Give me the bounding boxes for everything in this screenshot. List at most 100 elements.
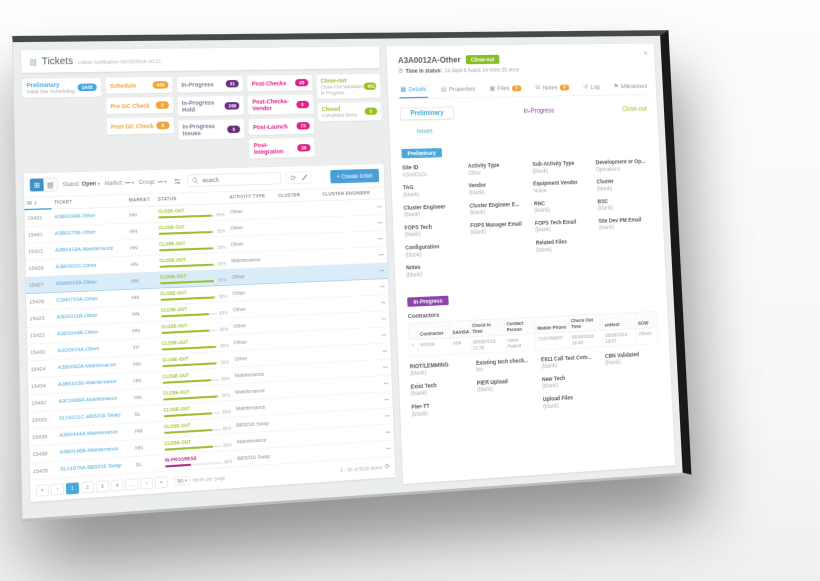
- status-summary-chip[interactable]: Post GC Check 0: [106, 116, 175, 136]
- ticket-link[interactable]: A3C0066A-Maintenance: [58, 394, 118, 405]
- ticket-link[interactable]: A3A0012A-Other: [55, 278, 97, 287]
- status-filter-dropdown[interactable]: Status: Open▾: [62, 179, 100, 188]
- ticket-id: 15427: [25, 275, 54, 294]
- ticket-link[interactable]: A3D0311B-Other: [56, 312, 98, 321]
- col-header-market[interactable]: Market: [126, 193, 156, 207]
- workflow-step[interactable]: Preliminary: [399, 106, 455, 121]
- ticket-link[interactable]: A3B0146B-Maintenance: [59, 445, 119, 456]
- row-menu-icon[interactable]: [376, 278, 389, 295]
- row-menu-icon[interactable]: [381, 407, 394, 425]
- status-summary-chip[interactable]: Pre GC Check 0: [105, 96, 174, 115]
- tickets-list-card: ⊞ ▦ Status: Open▾ Market: —▾ Group: —▾: [23, 164, 396, 502]
- status-summary-chip[interactable]: Closed Completed Items 0: [316, 101, 382, 122]
- search-input[interactable]: [201, 174, 278, 185]
- row-menu-icon[interactable]: [374, 230, 387, 247]
- page-button[interactable]: ‹: [50, 482, 65, 496]
- status-summary-chip[interactable]: Schedule 443: [105, 76, 174, 95]
- tab[interactable]: ▤ Properties: [439, 82, 476, 98]
- ticket-link[interactable]: A3B0062A-Maintenance: [57, 361, 117, 371]
- ticket-link[interactable]: A3B0034B-Other: [54, 212, 96, 221]
- ticket-link[interactable]: A3B0444A-Maintenance: [59, 428, 118, 439]
- row-menu-icon[interactable]: [377, 310, 390, 327]
- progress-bar: [162, 378, 220, 384]
- contractor-col-header: Check In Time: [469, 318, 505, 337]
- row-menu-icon[interactable]: [378, 326, 391, 344]
- refresh-icon[interactable]: ⟳: [290, 173, 297, 183]
- progress-percent: 85%: [222, 409, 231, 415]
- workflow-step[interactable]: In-Progress: [523, 107, 555, 116]
- row-menu-icon[interactable]: [375, 246, 388, 263]
- status-summary-chip[interactable]: Post-Checks 45: [246, 74, 313, 92]
- status-summary-chip[interactable]: In-Progress 31: [176, 75, 244, 94]
- count-badge: 36: [297, 143, 311, 152]
- market-filter-dropdown[interactable]: Market: —▾: [104, 178, 135, 187]
- row-menu-icon[interactable]: [380, 391, 393, 408]
- row-menu-icon[interactable]: [379, 358, 392, 376]
- list-view-button[interactable]: ▦: [43, 178, 58, 191]
- progress-bar: [160, 295, 217, 301]
- ticket-link[interactable]: A3G0919A-Other: [57, 345, 100, 354]
- count-badge: 73: [296, 122, 310, 130]
- ticket-link[interactable]: A3B0103B-Maintenance: [58, 378, 117, 388]
- row-menu-icon[interactable]: [373, 198, 386, 215]
- tab-icon: ▤: [440, 85, 447, 94]
- ticket-link[interactable]: A3E0044B-Other: [56, 328, 99, 338]
- row-menu-icon[interactable]: [380, 374, 393, 392]
- tab[interactable]: ↺ Log: [582, 80, 601, 95]
- clear-filters-icon[interactable]: [299, 172, 311, 183]
- status-summary-chip[interactable]: Post-Integration 36: [248, 137, 316, 159]
- page-button[interactable]: ›: [140, 477, 154, 490]
- field: CBN Validated (blank): [605, 350, 660, 367]
- status-summary-chip[interactable]: In-Progress Issues 0: [177, 118, 246, 141]
- status-summary-chip[interactable]: Post-Launch 73: [248, 117, 315, 136]
- field: Activity Type Other: [468, 161, 524, 176]
- status-summary-chip[interactable]: Close-out Close-Out Validation in Progres…: [315, 73, 381, 100]
- filter-sliders-icon[interactable]: [171, 175, 183, 186]
- page-button[interactable]: 2: [80, 480, 94, 494]
- status-summary-chip[interactable]: Preliminary Initial Site Scheduling 1445: [21, 77, 102, 99]
- close-icon[interactable]: ×: [642, 48, 649, 58]
- ticket-cluster: [278, 280, 324, 300]
- tab[interactable]: ▦ Details: [398, 83, 428, 99]
- ticket-id: 15441: [24, 225, 53, 244]
- row-menu-icon[interactable]: [379, 342, 391, 360]
- ticket-link[interactable]: A3B0002C-Other: [55, 262, 97, 271]
- page-button[interactable]: 4: [110, 479, 124, 492]
- page-button[interactable]: «: [35, 483, 50, 497]
- page-button[interactable]: 3: [95, 480, 109, 493]
- ticket-link[interactable]: A3B0418A-Maintenance: [55, 245, 114, 254]
- page-button[interactable]: »: [154, 476, 168, 489]
- tab[interactable]: ⚑ Milestones: [612, 80, 649, 95]
- page-size-select[interactable]: 50 ▾: [174, 475, 191, 486]
- row-menu-icon[interactable]: [382, 423, 394, 441]
- progress-percent: 95%: [221, 392, 231, 399]
- workflow-step-issues[interactable]: Issues: [416, 127, 433, 135]
- ticket-link[interactable]: SL03121C-BB5216 Swap: [58, 411, 121, 422]
- create-ticket-button[interactable]: + Create ticket: [329, 168, 380, 184]
- ticket-link[interactable]: A3B0375B-Other: [54, 229, 96, 237]
- row-menu-icon[interactable]: [382, 439, 395, 457]
- ticket-cluster: [275, 200, 321, 218]
- page-button[interactable]: …: [125, 478, 139, 491]
- row-menu-icon[interactable]: [374, 214, 386, 231]
- field-value: Other: [467, 169, 482, 176]
- count-badge: 443: [152, 81, 169, 89]
- col-header-id[interactable]: ID ↓: [24, 196, 52, 210]
- group-filter-dropdown[interactable]: Group: —▾: [138, 178, 167, 186]
- page-buttons: «‹ 1 2 3 4… ›»: [35, 476, 168, 497]
- field: BSC (blank): [597, 196, 651, 212]
- ticket-link[interactable]: C3N0703A-Other: [56, 295, 98, 304]
- tab[interactable]: ✉ Notes 0: [534, 81, 571, 96]
- ticket-link[interactable]: SL01876A-BB5216 Swap: [59, 462, 122, 473]
- refresh-icon[interactable]: ⟳: [384, 463, 391, 471]
- status-summary-chip[interactable]: In-Progress Hold 266: [177, 95, 245, 117]
- page-button[interactable]: 1: [65, 481, 80, 495]
- workflow-step[interactable]: Close-out: [621, 105, 647, 114]
- status-summary-chip[interactable]: Post-Checks-Vendor 0: [247, 94, 314, 116]
- count-badge: 45: [295, 78, 309, 87]
- row-menu-icon[interactable]: [376, 262, 388, 279]
- grid-view-button[interactable]: ⊞: [29, 178, 44, 192]
- row-menu-icon[interactable]: [377, 294, 390, 311]
- tab[interactable]: ▣ Files 1: [488, 82, 523, 97]
- tab-icon: ⚑: [613, 83, 619, 91]
